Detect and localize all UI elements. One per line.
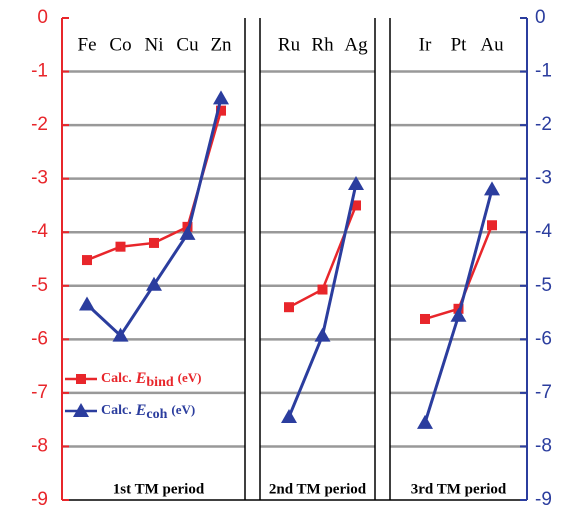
y-tick-label: -1 bbox=[31, 61, 48, 82]
point bbox=[450, 307, 467, 322]
y2-tick-label: -6 bbox=[535, 328, 552, 349]
point bbox=[317, 284, 328, 295]
point bbox=[420, 313, 430, 324]
point bbox=[149, 237, 159, 248]
x-tick-label: Fe bbox=[78, 34, 97, 55]
y2-tick-label: -2 bbox=[535, 114, 552, 135]
panel-label: 3rd TM period bbox=[411, 481, 507, 497]
x-tick-label: Ni bbox=[145, 34, 164, 55]
legend-symbol: E bbox=[135, 402, 147, 419]
legend-label: Calc. Ebind (eV) bbox=[101, 370, 201, 391]
legend-subscript: coh bbox=[146, 407, 167, 422]
y2-tick-label: -9 bbox=[535, 489, 552, 510]
legend-prefix: Calc. bbox=[101, 403, 132, 418]
legend-unit: (eV) bbox=[178, 370, 202, 385]
point bbox=[82, 255, 92, 266]
point bbox=[146, 276, 162, 291]
y2-tick-label: -3 bbox=[535, 168, 552, 189]
legend-symbol: E bbox=[135, 370, 147, 387]
y-tick-label: -3 bbox=[31, 168, 48, 189]
x-tick-label: Ag bbox=[344, 34, 368, 55]
point bbox=[179, 225, 196, 240]
y-tick-label: -2 bbox=[31, 114, 48, 135]
y2-tick-label: -4 bbox=[535, 221, 552, 242]
point bbox=[417, 414, 433, 429]
panel-label: 1st TM period bbox=[113, 481, 205, 497]
point bbox=[348, 176, 364, 191]
y2-tick-label: 0 bbox=[535, 7, 546, 28]
x-tick-label: Au bbox=[480, 34, 504, 55]
legend-unit: (eV) bbox=[171, 402, 195, 417]
x-tick-label: Rh bbox=[311, 34, 334, 55]
legend-label: Calc. Ecoh (eV) bbox=[101, 402, 195, 423]
point bbox=[487, 220, 497, 231]
point bbox=[314, 327, 331, 342]
y-tick-label: -6 bbox=[31, 328, 48, 349]
panel-label: 2nd TM period bbox=[269, 481, 367, 497]
point bbox=[281, 408, 297, 423]
y2-tick-label: -5 bbox=[535, 275, 552, 296]
x-tick-label: Pt bbox=[451, 34, 468, 55]
x-tick-label: Zn bbox=[210, 34, 232, 55]
series-line bbox=[85, 97, 223, 338]
point bbox=[484, 181, 500, 196]
legend-marker bbox=[73, 403, 89, 417]
y-tick-label: -5 bbox=[31, 275, 48, 296]
x-tick-label: Co bbox=[109, 34, 131, 55]
y-tick-label: -8 bbox=[31, 435, 48, 456]
point bbox=[115, 241, 126, 252]
legend-subscript: bind bbox=[146, 375, 173, 390]
y-tick-label: -9 bbox=[31, 489, 48, 510]
point bbox=[79, 296, 95, 311]
point bbox=[213, 90, 229, 105]
y2-tick-label: -7 bbox=[535, 382, 552, 403]
point bbox=[351, 200, 361, 211]
point bbox=[284, 302, 294, 313]
point bbox=[216, 105, 226, 116]
legend-marker bbox=[76, 374, 86, 384]
point bbox=[112, 327, 129, 342]
y-tick-label: -7 bbox=[31, 382, 48, 403]
legend-prefix: Calc. bbox=[101, 371, 132, 386]
y2-tick-label: -8 bbox=[535, 435, 552, 456]
y2-tick-label: -1 bbox=[535, 61, 552, 82]
x-tick-label: Ir bbox=[419, 34, 432, 55]
y-tick-label: 0 bbox=[37, 7, 48, 28]
x-tick-label: Cu bbox=[176, 34, 199, 55]
y-tick-label: -4 bbox=[31, 221, 48, 242]
x-tick-label: Ru bbox=[278, 34, 301, 55]
